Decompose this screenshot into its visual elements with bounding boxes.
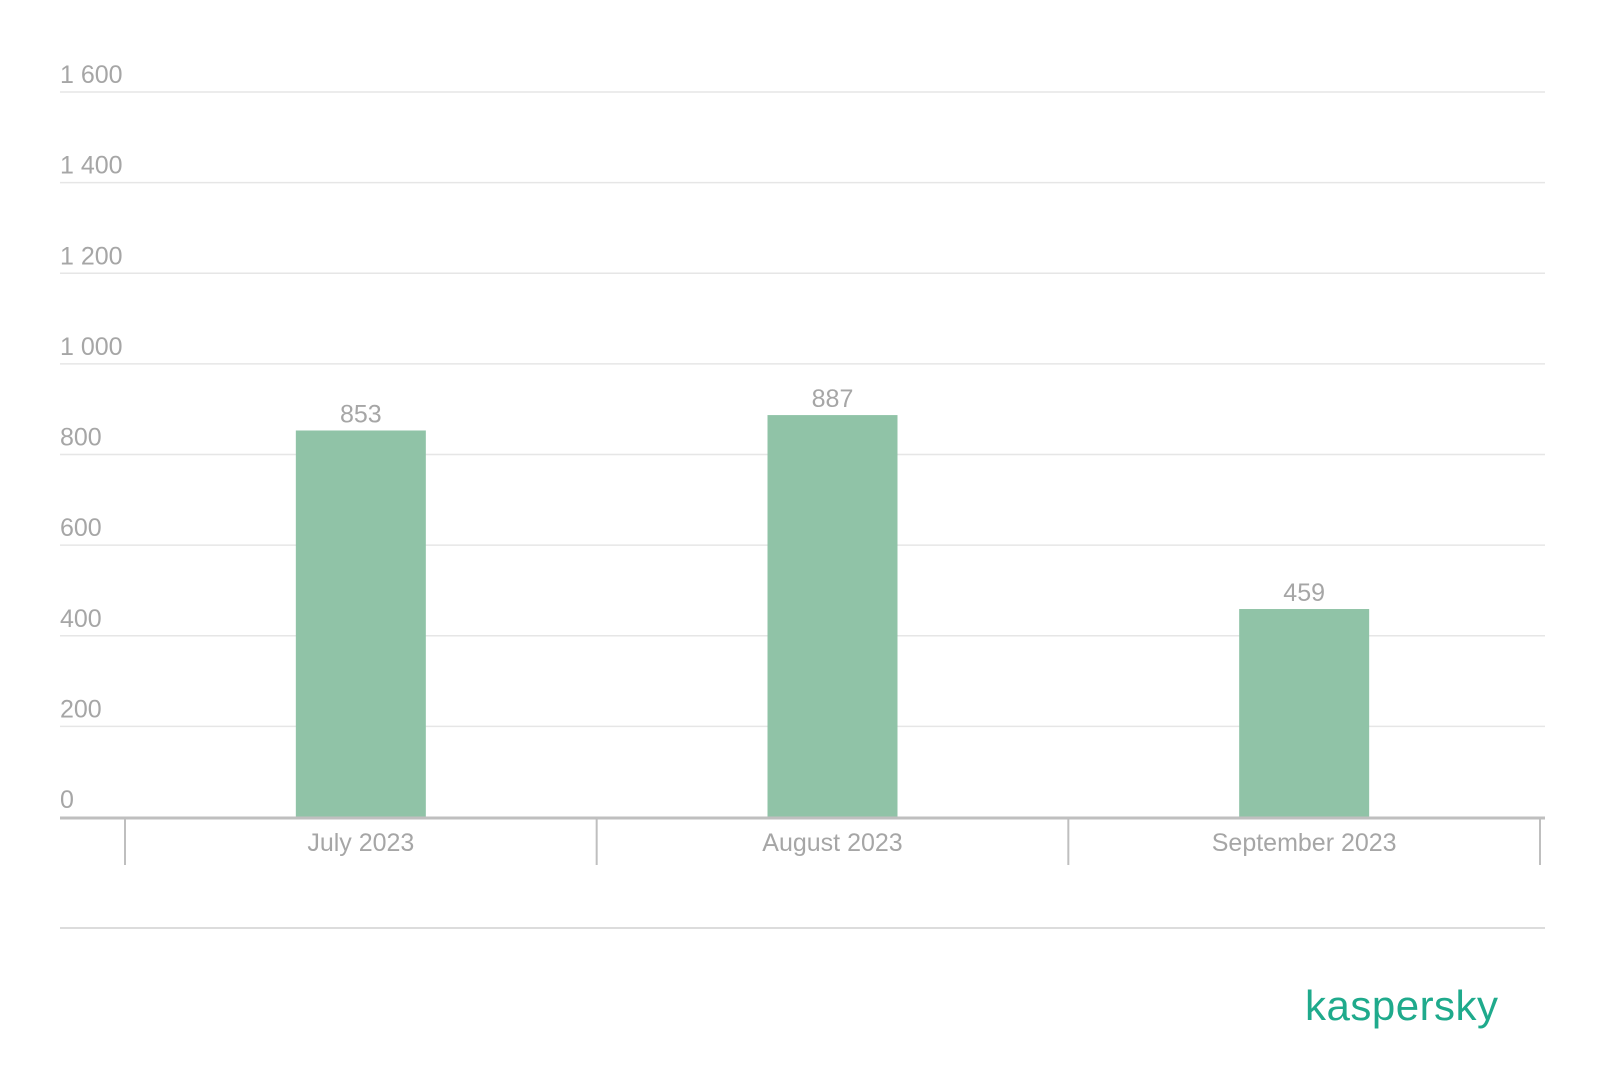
y-tick-label: 1 600 bbox=[60, 61, 123, 89]
y-tick-label: 200 bbox=[60, 695, 102, 723]
bar bbox=[1239, 609, 1370, 817]
y-tick-label: 1 400 bbox=[60, 152, 123, 180]
x-axis-category-labels: July 2023 August 2023 September 2023 bbox=[307, 829, 1396, 857]
y-tick-label: 400 bbox=[60, 605, 102, 633]
bar bbox=[295, 430, 426, 817]
x-axis bbox=[60, 816, 1545, 865]
x-category-label: September 2023 bbox=[1212, 829, 1397, 857]
data-label: 853 bbox=[340, 400, 382, 428]
x-category-label: August 2023 bbox=[762, 829, 902, 857]
data-label: 459 bbox=[1283, 579, 1325, 607]
data-labels: 853 887 459 bbox=[340, 385, 1325, 607]
y-tick-label: 0 bbox=[60, 786, 74, 814]
data-label: 887 bbox=[812, 385, 854, 413]
y-tick-label: 1 200 bbox=[60, 242, 123, 270]
x-category-label: July 2023 bbox=[307, 829, 414, 857]
bar bbox=[767, 415, 898, 817]
kaspersky-logo: kaspersky bbox=[1305, 982, 1499, 1029]
y-tick-label: 600 bbox=[60, 514, 102, 542]
y-axis-tick-labels: 0 200 400 600 800 1 000 1 200 1 400 1 600 bbox=[60, 61, 123, 814]
y-tick-label: 1 000 bbox=[60, 333, 123, 361]
bars bbox=[295, 415, 1370, 817]
y-tick-label: 800 bbox=[60, 424, 102, 452]
